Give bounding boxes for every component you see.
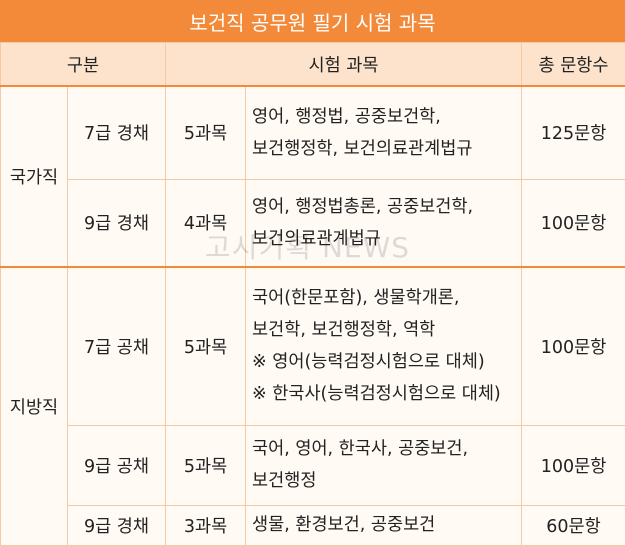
header-subjects: 시험 과목 <box>166 43 522 87</box>
table-row: 지방직 7급 공채 5과목 국어(한문포함), 생물학개론, 보건학, 보건행정… <box>1 267 625 425</box>
subject-line: 국어(한문포함), 생물학개론, <box>252 282 521 314</box>
grade-cell: 9급 경채 <box>68 505 166 545</box>
table-title: 보건직 공무원 필기 시험 과목 <box>0 0 625 42</box>
table-row: 9급 경채 4과목 영어, 행정법총론, 공중보건학, 보건의료관계법규 100… <box>1 179 625 267</box>
grade-cell: 7급 경채 <box>68 86 166 179</box>
total-cell: 125문항 <box>522 86 625 179</box>
exam-subjects-table: 구분 시험 과목 총 문항수 국가직 7급 경채 5과목 영어, 행정법, 공중… <box>0 42 625 546</box>
subject-line: ※ 한국사(능력검정시험으로 대체) <box>252 378 521 410</box>
total-cell: 60문항 <box>522 505 625 545</box>
total-cell: 100문항 <box>522 179 625 267</box>
grade-cell: 9급 공채 <box>68 425 166 505</box>
subject-line: 영어, 행정법총론, 공중보건학, <box>252 191 521 223</box>
subjects-cell: 영어, 행정법총론, 공중보건학, 보건의료관계법규 <box>246 179 522 267</box>
table-row: 국가직 7급 경채 5과목 영어, 행정법, 공중보건학, 보건행정학, 보건의… <box>1 86 625 179</box>
count-cell: 3과목 <box>166 505 246 545</box>
total-cell: 100문항 <box>522 267 625 425</box>
subject-line: 보건행정 <box>252 465 521 497</box>
count-cell: 5과목 <box>166 425 246 505</box>
count-cell: 4과목 <box>166 179 246 267</box>
subjects-cell: 국어(한문포함), 생물학개론, 보건학, 보건행정학, 역학 ※ 영어(능력검… <box>246 267 522 425</box>
table-row: 9급 공채 5과목 국어, 영어, 한국사, 공중보건, 보건행정 100문항 <box>1 425 625 505</box>
count-cell: 5과목 <box>166 86 246 179</box>
grade-cell: 7급 공채 <box>68 267 166 425</box>
header-category: 구분 <box>1 43 166 87</box>
header-total: 총 문항수 <box>522 43 625 87</box>
header-row: 구분 시험 과목 총 문항수 <box>1 43 625 87</box>
group-national: 국가직 <box>1 86 68 267</box>
table-row: 9급 경채 3과목 생물, 환경보건, 공중보건 60문항 <box>1 505 625 545</box>
subject-line: 보건학, 보건행정학, 역학 <box>252 314 521 346</box>
subject-line: 국어, 영어, 한국사, 공중보건, <box>252 433 521 465</box>
subjects-cell: 생물, 환경보건, 공중보건 <box>246 505 522 545</box>
subjects-cell: 국어, 영어, 한국사, 공중보건, 보건행정 <box>246 425 522 505</box>
group-local: 지방직 <box>1 267 68 545</box>
subjects-cell: 영어, 행정법, 공중보건학, 보건행정학, 보건의료관계법규 <box>246 86 522 179</box>
total-cell: 100문항 <box>522 425 625 505</box>
grade-cell: 9급 경채 <box>68 179 166 267</box>
count-cell: 5과목 <box>166 267 246 425</box>
subject-line: 보건행정학, 보건의료관계법규 <box>252 133 521 165</box>
subject-line: 생물, 환경보건, 공중보건 <box>252 509 521 541</box>
subject-line: ※ 영어(능력검정시험으로 대체) <box>252 346 521 378</box>
subject-line: 영어, 행정법, 공중보건학, <box>252 101 521 133</box>
subject-line: 보건의료관계법규 <box>252 223 521 255</box>
